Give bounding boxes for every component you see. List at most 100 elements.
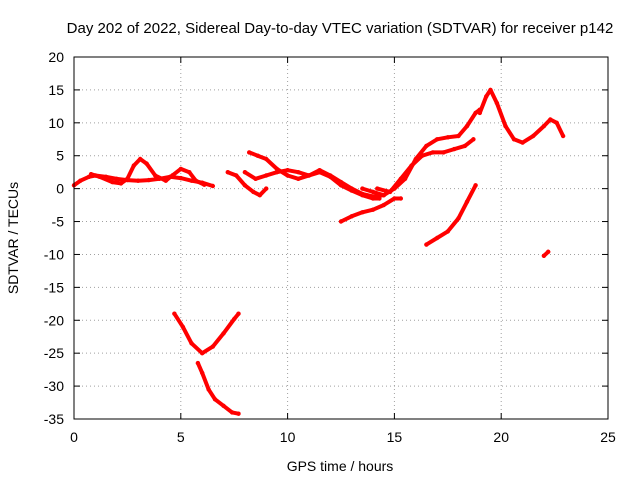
data-point bbox=[296, 176, 301, 181]
data-point bbox=[370, 189, 376, 195]
data-point bbox=[531, 133, 536, 139]
x-tick-label: 5 bbox=[177, 429, 185, 445]
data-point bbox=[225, 170, 230, 175]
data-point bbox=[398, 176, 403, 181]
y-tick-label: -30 bbox=[44, 378, 64, 394]
data-point bbox=[200, 370, 205, 376]
data-point bbox=[520, 140, 525, 145]
data-point bbox=[546, 249, 551, 254]
data-point bbox=[202, 182, 207, 187]
data-point bbox=[210, 183, 215, 189]
data-point bbox=[144, 161, 149, 166]
chart-title: Day 202 of 2022, Sidereal Day-to-day VTE… bbox=[67, 20, 614, 37]
data-point bbox=[392, 196, 397, 201]
data-point bbox=[560, 133, 566, 139]
data-point bbox=[445, 229, 450, 234]
y-tick-label: -10 bbox=[44, 246, 64, 262]
data-point bbox=[360, 186, 365, 191]
data-point bbox=[221, 331, 226, 336]
data-point bbox=[349, 214, 354, 219]
data-point bbox=[338, 219, 344, 224]
data-point bbox=[125, 176, 130, 181]
data-point bbox=[349, 186, 354, 191]
data-point bbox=[398, 196, 403, 201]
data-point bbox=[452, 146, 457, 152]
data-point bbox=[511, 137, 517, 142]
data-point bbox=[257, 193, 262, 198]
data-point bbox=[541, 123, 547, 129]
x-tick-label: 15 bbox=[387, 429, 403, 445]
data-point bbox=[296, 170, 301, 175]
data-point bbox=[200, 351, 205, 356]
data-point bbox=[471, 137, 476, 142]
data-point bbox=[381, 193, 386, 198]
data-point bbox=[424, 143, 429, 149]
data-point bbox=[387, 189, 393, 195]
data-point bbox=[488, 87, 493, 93]
data-point bbox=[114, 176, 119, 181]
data-point bbox=[360, 210, 365, 215]
data-point bbox=[88, 172, 94, 177]
data-point bbox=[473, 183, 478, 188]
data-point bbox=[247, 150, 252, 155]
data-point bbox=[494, 100, 500, 106]
data-point bbox=[229, 410, 235, 415]
data-point bbox=[328, 173, 333, 178]
data-point bbox=[464, 199, 470, 204]
data-point bbox=[110, 179, 115, 185]
data-point bbox=[370, 194, 376, 199]
data-point bbox=[118, 181, 124, 186]
data-point bbox=[236, 311, 241, 316]
data-point bbox=[306, 173, 312, 178]
x-tick-label: 20 bbox=[493, 429, 509, 445]
data-point bbox=[242, 183, 248, 188]
data-point bbox=[255, 153, 260, 158]
y-tick-label: 15 bbox=[48, 82, 64, 98]
y-tick-label: 10 bbox=[48, 115, 64, 131]
x-tick-label: 10 bbox=[280, 429, 296, 445]
grid-lines bbox=[74, 57, 608, 419]
data-point bbox=[285, 168, 290, 173]
y-tick-label: -5 bbox=[52, 214, 65, 230]
data-point bbox=[434, 235, 440, 241]
series-arc-13 bbox=[195, 361, 241, 416]
y-axis-label: SDTVAR / TECUs bbox=[5, 182, 21, 294]
axis-ticks: 0 5 10 15 20 25 -35 -30 -25 -20 -15 -10 -5 0 5 10 15 20 bbox=[44, 49, 616, 445]
data-point bbox=[138, 156, 143, 162]
data-point bbox=[253, 176, 258, 181]
data-point bbox=[274, 170, 280, 175]
data-point bbox=[264, 156, 269, 162]
data-point bbox=[232, 316, 237, 322]
data-point bbox=[264, 173, 269, 178]
data-point bbox=[153, 173, 158, 178]
data-point bbox=[234, 173, 239, 178]
data-point bbox=[210, 344, 215, 349]
data-point bbox=[375, 186, 380, 191]
series-arc-10 bbox=[424, 183, 478, 247]
data-point bbox=[541, 253, 547, 258]
data-point bbox=[251, 189, 256, 195]
data-point bbox=[195, 360, 201, 366]
y-tick-label: 0 bbox=[56, 181, 64, 197]
series-arc-12 bbox=[172, 311, 241, 356]
x-tick-label: 0 bbox=[70, 429, 78, 445]
data-point bbox=[424, 242, 429, 247]
data-point bbox=[477, 110, 482, 116]
data-point bbox=[206, 387, 211, 392]
x-tick-label: 25 bbox=[600, 429, 616, 445]
data-point bbox=[441, 150, 446, 155]
data-point bbox=[456, 133, 461, 139]
y-tick-label: -35 bbox=[44, 411, 64, 427]
series-arc-9 bbox=[477, 87, 566, 145]
data-point bbox=[135, 178, 141, 183]
y-tick-label: -20 bbox=[44, 312, 64, 328]
data-series bbox=[71, 87, 566, 416]
data-point bbox=[170, 173, 175, 178]
data-point bbox=[456, 216, 461, 221]
data-point bbox=[370, 207, 376, 212]
x-axis-label: GPS time / hours bbox=[287, 458, 394, 474]
data-point bbox=[236, 411, 241, 416]
data-point bbox=[317, 168, 322, 173]
data-point bbox=[212, 397, 218, 402]
